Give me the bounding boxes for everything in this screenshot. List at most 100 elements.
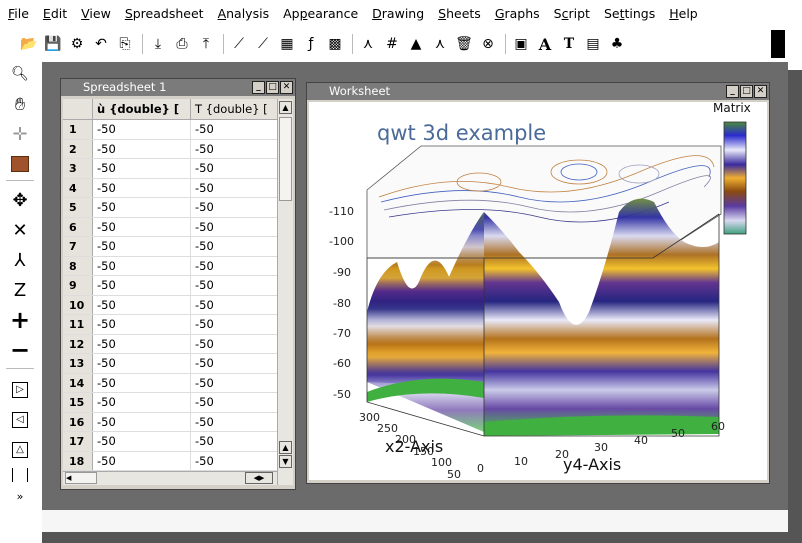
image-icon[interactable]: ▣ [514, 36, 528, 52]
front-view-icon[interactable]: ▷ [8, 378, 32, 402]
row-header[interactable]: 6 [63, 217, 93, 236]
function-icon[interactable]: ƒ [308, 36, 314, 52]
maximize-button[interactable]: □ [266, 81, 279, 94]
3d-plot-canvas[interactable]: -110 -100 -90 -80 -70 -60 -50 300 250 20… [309, 102, 767, 480]
table-cell[interactable]: -50 [93, 217, 191, 236]
y-axis-icon[interactable]: ⅄ [14, 249, 26, 271]
more-tools-icon[interactable]: » [16, 489, 24, 503]
menu-view[interactable]: View [81, 6, 111, 21]
row-header[interactable]: 2 [63, 139, 93, 158]
table-cell[interactable]: -50 [93, 354, 191, 373]
row-header[interactable]: 14 [63, 373, 93, 392]
zoom-icon[interactable]: 🔍︎ [11, 66, 29, 82]
scroll-up-icon[interactable]: ▲ [279, 101, 292, 114]
table-cell[interactable]: -50 [93, 373, 191, 392]
hand-icon[interactable]: ✋︎ [14, 93, 26, 115]
corner-cell[interactable] [63, 99, 93, 119]
print-icon[interactable]: ⎙ [176, 36, 188, 52]
row-header[interactable]: 5 [63, 198, 93, 217]
undo-icon[interactable]: ↶ [95, 36, 107, 52]
plot2-icon[interactable]: ⟋ [258, 36, 268, 52]
table-cell[interactable]: -50 [191, 198, 289, 217]
table-cell[interactable]: -50 [191, 432, 289, 451]
export-icon[interactable]: ⤒ [202, 36, 210, 52]
row-header[interactable]: 11 [63, 315, 93, 334]
3d-surface-plot[interactable]: -110 -100 -90 -80 -70 -60 -50 300 250 20… [309, 102, 767, 480]
rescale-icon[interactable]: ▲ [410, 36, 422, 52]
table-cell[interactable]: -50 [191, 256, 289, 275]
table-cell[interactable]: -50 [191, 178, 289, 197]
row-header[interactable]: 4 [63, 178, 93, 197]
column-header[interactable]: ù {double} [ [93, 99, 191, 119]
matrix-icon[interactable]: ▩ [328, 36, 342, 52]
zoom-in-icon[interactable]: + [9, 306, 31, 334]
scroll-thumb[interactable] [279, 117, 292, 201]
scroll-down-icon[interactable]: ▼ [279, 455, 292, 468]
row-header[interactable]: 3 [63, 159, 93, 178]
menu-analysis[interactable]: Analysis [217, 6, 270, 21]
table-cell[interactable]: -50 [191, 120, 289, 139]
top-view-icon[interactable]: △ [8, 438, 32, 462]
z-axis-icon[interactable]: Z [13, 279, 27, 301]
scroll-left-icon[interactable]: ◀ [65, 472, 97, 484]
table-cell[interactable]: -50 [191, 451, 289, 470]
move-icon[interactable]: ✥ [12, 189, 28, 211]
table-icon[interactable]: ▦ [280, 36, 294, 52]
table-cell[interactable]: -50 [93, 120, 191, 139]
close-icon[interactable]: ⊗ [482, 36, 494, 52]
open-icon[interactable]: 📂 [20, 36, 38, 52]
tree-icon[interactable]: ♣ [610, 36, 624, 52]
table-cell[interactable]: -50 [191, 237, 289, 256]
scroll-right-icon[interactable]: ◀▶ [245, 472, 273, 484]
table-cell[interactable]: -50 [93, 412, 191, 431]
row-header[interactable]: 13 [63, 354, 93, 373]
close-button[interactable]: ✕ [754, 85, 767, 98]
table-cell[interactable]: -50 [191, 276, 289, 295]
table-cell[interactable]: -50 [191, 315, 289, 334]
table-cell[interactable]: -50 [191, 373, 289, 392]
menu-file[interactable]: File [8, 6, 29, 21]
table-cell[interactable]: -50 [93, 256, 191, 275]
table-cell[interactable]: -50 [93, 139, 191, 158]
table-cell[interactable]: -50 [93, 451, 191, 470]
table-cell[interactable]: -50 [191, 354, 289, 373]
row-header[interactable]: 1 [63, 120, 93, 139]
arrow-icon[interactable]: ⋏ [434, 36, 446, 52]
close-button[interactable]: ✕ [280, 81, 293, 94]
table-cell[interactable]: -50 [93, 334, 191, 353]
row-header[interactable]: 16 [63, 412, 93, 431]
screen-reader-icon[interactable] [8, 152, 32, 176]
table-cell[interactable]: -50 [191, 412, 289, 431]
x-axis-icon[interactable]: ✕ [12, 219, 28, 241]
menu-settings[interactable]: Settings [603, 6, 656, 21]
table-cell[interactable]: -50 [93, 198, 191, 217]
table-cell[interactable]: -50 [93, 295, 191, 314]
menu-help[interactable]: Help [669, 6, 698, 21]
table-cell[interactable]: -50 [93, 237, 191, 256]
row-header[interactable]: 9 [63, 276, 93, 295]
worksheet-titlebar[interactable]: Worksheet _ □ ✕ [307, 83, 769, 100]
text-icon[interactable]: T [563, 36, 575, 52]
menu-edit[interactable]: Edit [42, 6, 68, 21]
menu-graphs[interactable]: Graphs [494, 6, 540, 21]
table-cell[interactable]: -50 [93, 315, 191, 334]
row-header[interactable]: 17 [63, 432, 93, 451]
column-header[interactable]: T {double} [ [191, 99, 289, 119]
menu-drawing[interactable]: Drawing [372, 6, 425, 21]
menu-spreadsheet[interactable]: Spreadsheet [124, 6, 204, 21]
crosshair-icon[interactable]: ✛ [12, 123, 28, 145]
table-cell[interactable]: -50 [93, 276, 191, 295]
text-bold-icon[interactable]: A [538, 34, 552, 54]
vertical-scrollbar[interactable]: ▲ ▲ ▼ [277, 99, 293, 485]
table-cell[interactable]: -50 [191, 159, 289, 178]
horizontal-scrollbar[interactable]: ◀ ◀▶ [63, 471, 277, 485]
row-header[interactable]: 10 [63, 295, 93, 314]
grid-icon[interactable]: # [386, 36, 398, 52]
import-icon[interactable]: ⤓ [154, 36, 162, 52]
trash-icon[interactable]: 🗑 [455, 36, 473, 52]
row-header[interactable]: 12 [63, 334, 93, 353]
table-cell[interactable]: -50 [191, 334, 289, 353]
table-cell[interactable]: -50 [93, 159, 191, 178]
table-cell[interactable]: -50 [93, 178, 191, 197]
plot-icon[interactable]: ⟋ [234, 36, 244, 52]
